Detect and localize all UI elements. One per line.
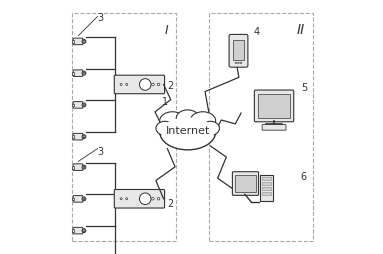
- Bar: [262, 177, 271, 180]
- Circle shape: [157, 83, 160, 86]
- Ellipse shape: [160, 112, 185, 130]
- Circle shape: [120, 84, 122, 85]
- Ellipse shape: [190, 112, 216, 130]
- FancyBboxPatch shape: [114, 189, 165, 208]
- Circle shape: [82, 39, 86, 43]
- Ellipse shape: [156, 121, 174, 135]
- FancyBboxPatch shape: [72, 40, 74, 43]
- Circle shape: [152, 198, 154, 200]
- FancyBboxPatch shape: [73, 133, 83, 140]
- FancyBboxPatch shape: [232, 172, 259, 195]
- Text: II: II: [296, 23, 305, 38]
- Text: 2: 2: [167, 81, 173, 91]
- Circle shape: [83, 198, 85, 200]
- Text: 6: 6: [300, 171, 306, 182]
- FancyBboxPatch shape: [73, 196, 83, 202]
- FancyBboxPatch shape: [72, 166, 74, 168]
- Circle shape: [126, 198, 128, 200]
- Text: 2: 2: [167, 199, 173, 210]
- Ellipse shape: [202, 121, 219, 135]
- FancyBboxPatch shape: [72, 229, 74, 232]
- FancyBboxPatch shape: [72, 198, 74, 200]
- Bar: [262, 192, 271, 195]
- FancyBboxPatch shape: [73, 38, 83, 45]
- Bar: [262, 187, 271, 190]
- FancyBboxPatch shape: [114, 75, 165, 94]
- Circle shape: [82, 197, 86, 201]
- Bar: [235, 175, 256, 192]
- Circle shape: [235, 62, 237, 64]
- FancyBboxPatch shape: [72, 135, 74, 138]
- Text: 5: 5: [301, 83, 308, 93]
- Circle shape: [237, 62, 239, 64]
- Circle shape: [240, 62, 242, 64]
- FancyBboxPatch shape: [73, 227, 83, 234]
- Text: 3: 3: [97, 147, 103, 157]
- Circle shape: [83, 136, 85, 138]
- Text: 1: 1: [162, 97, 168, 107]
- Text: 3: 3: [97, 13, 103, 23]
- Text: I: I: [164, 24, 168, 37]
- Circle shape: [157, 198, 160, 200]
- FancyBboxPatch shape: [229, 35, 248, 67]
- Bar: [262, 182, 271, 185]
- Bar: [260, 175, 273, 201]
- FancyBboxPatch shape: [72, 72, 74, 74]
- FancyBboxPatch shape: [73, 164, 83, 170]
- Circle shape: [82, 135, 86, 139]
- Bar: [209, 13, 313, 241]
- Text: 4: 4: [253, 27, 259, 37]
- Circle shape: [152, 83, 154, 86]
- FancyBboxPatch shape: [262, 125, 286, 130]
- Circle shape: [82, 229, 86, 233]
- FancyBboxPatch shape: [73, 102, 83, 108]
- FancyBboxPatch shape: [254, 90, 294, 122]
- Circle shape: [126, 84, 128, 85]
- Circle shape: [83, 104, 85, 106]
- Circle shape: [120, 198, 122, 200]
- Bar: [72, 13, 176, 241]
- Ellipse shape: [176, 110, 199, 126]
- Circle shape: [82, 71, 86, 75]
- Circle shape: [82, 165, 86, 169]
- Circle shape: [83, 230, 85, 232]
- Circle shape: [139, 193, 151, 204]
- Ellipse shape: [161, 117, 214, 147]
- Circle shape: [83, 40, 85, 42]
- Ellipse shape: [160, 114, 216, 150]
- FancyBboxPatch shape: [73, 70, 83, 76]
- Circle shape: [82, 103, 86, 107]
- Circle shape: [83, 166, 85, 168]
- Text: Internet: Internet: [165, 126, 210, 136]
- FancyBboxPatch shape: [72, 104, 74, 106]
- Circle shape: [83, 72, 85, 74]
- Bar: [232, 40, 244, 60]
- Circle shape: [139, 79, 151, 90]
- Bar: [258, 94, 290, 118]
